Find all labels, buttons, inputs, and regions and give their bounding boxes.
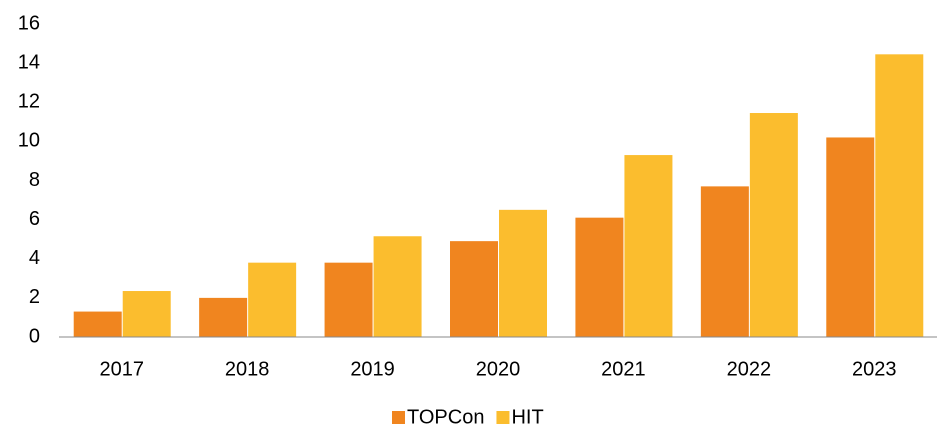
y-tick-label: 0 — [29, 325, 40, 347]
bar — [749, 113, 798, 338]
bar — [450, 241, 498, 337]
bar — [248, 262, 297, 337]
bar — [73, 311, 122, 337]
bar — [700, 186, 749, 337]
x-tick-label: 2018 — [225, 358, 270, 380]
y-tick-label: 16 — [18, 12, 40, 34]
legend-swatch — [392, 411, 405, 424]
y-tick-label: 2 — [29, 286, 40, 308]
bar — [324, 262, 373, 337]
bar — [122, 291, 171, 337]
y-tick-label: 10 — [18, 130, 40, 152]
y-tick-label: 14 — [18, 51, 40, 73]
bar — [875, 54, 924, 338]
x-tick-label: 2021 — [601, 358, 646, 380]
legend-label: HIT — [511, 406, 543, 428]
bar — [826, 137, 875, 337]
y-tick-label: 12 — [18, 91, 40, 113]
legend-label: TOPCon — [407, 406, 484, 428]
legend-swatch — [496, 411, 510, 424]
y-tick-label: 6 — [29, 208, 40, 230]
y-tick-label: 4 — [29, 247, 40, 269]
bar — [499, 209, 547, 337]
bar — [624, 155, 673, 337]
y-tick-label: 8 — [29, 169, 40, 191]
x-tick-label: 2017 — [99, 358, 144, 380]
bar — [373, 236, 422, 337]
x-tick-label: 2019 — [350, 358, 395, 380]
x-tick-label: 2023 — [852, 358, 897, 380]
bar — [575, 217, 624, 337]
x-tick-label: 2020 — [476, 358, 521, 380]
x-tick-label: 2022 — [727, 358, 772, 380]
bar — [199, 297, 248, 337]
